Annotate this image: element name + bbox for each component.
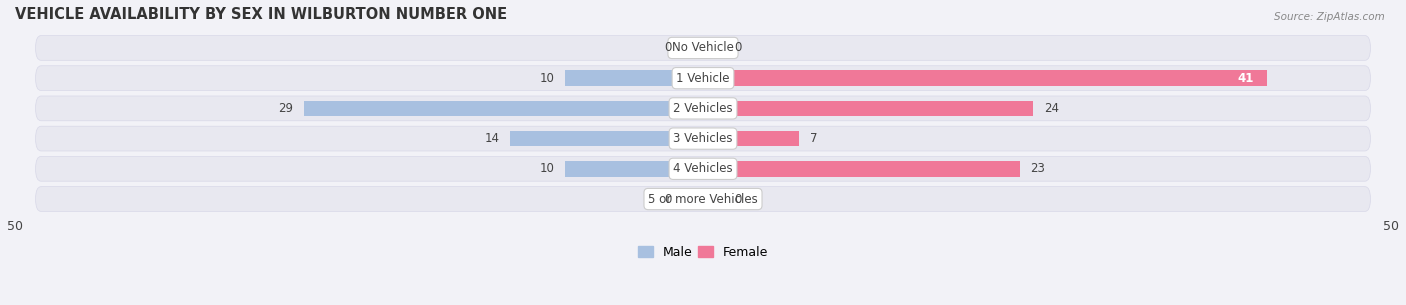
Text: 41: 41 — [1237, 72, 1253, 85]
Text: 0: 0 — [664, 41, 671, 55]
Bar — [703, 191, 724, 207]
Bar — [565, 70, 703, 86]
Text: 0: 0 — [664, 192, 671, 206]
FancyBboxPatch shape — [35, 66, 1371, 91]
Text: 23: 23 — [1031, 162, 1046, 175]
Text: 4 Vehicles: 4 Vehicles — [673, 162, 733, 175]
Bar — [565, 161, 703, 177]
Bar — [682, 191, 703, 207]
Bar — [510, 131, 703, 146]
Text: 1 Vehicle: 1 Vehicle — [676, 72, 730, 85]
Bar — [304, 101, 703, 116]
Text: 29: 29 — [278, 102, 292, 115]
Text: 24: 24 — [1045, 102, 1059, 115]
Bar — [682, 40, 703, 56]
Text: 5 or more Vehicles: 5 or more Vehicles — [648, 192, 758, 206]
Bar — [703, 161, 1019, 177]
FancyBboxPatch shape — [35, 156, 1371, 181]
FancyBboxPatch shape — [35, 36, 1371, 60]
Text: VEHICLE AVAILABILITY BY SEX IN WILBURTON NUMBER ONE: VEHICLE AVAILABILITY BY SEX IN WILBURTON… — [15, 7, 508, 22]
FancyBboxPatch shape — [35, 187, 1371, 211]
Bar — [703, 40, 724, 56]
Text: 0: 0 — [735, 192, 742, 206]
Text: No Vehicle: No Vehicle — [672, 41, 734, 55]
Text: 0: 0 — [735, 41, 742, 55]
Text: Source: ZipAtlas.com: Source: ZipAtlas.com — [1274, 12, 1385, 22]
Text: 14: 14 — [484, 132, 499, 145]
Bar — [703, 131, 800, 146]
Bar — [703, 101, 1033, 116]
FancyBboxPatch shape — [35, 126, 1371, 151]
Text: 10: 10 — [540, 72, 554, 85]
Text: 10: 10 — [540, 162, 554, 175]
Bar — [703, 70, 1267, 86]
Text: 7: 7 — [810, 132, 818, 145]
Text: 3 Vehicles: 3 Vehicles — [673, 132, 733, 145]
Text: 2 Vehicles: 2 Vehicles — [673, 102, 733, 115]
Legend: Male, Female: Male, Female — [638, 246, 768, 259]
FancyBboxPatch shape — [35, 96, 1371, 121]
